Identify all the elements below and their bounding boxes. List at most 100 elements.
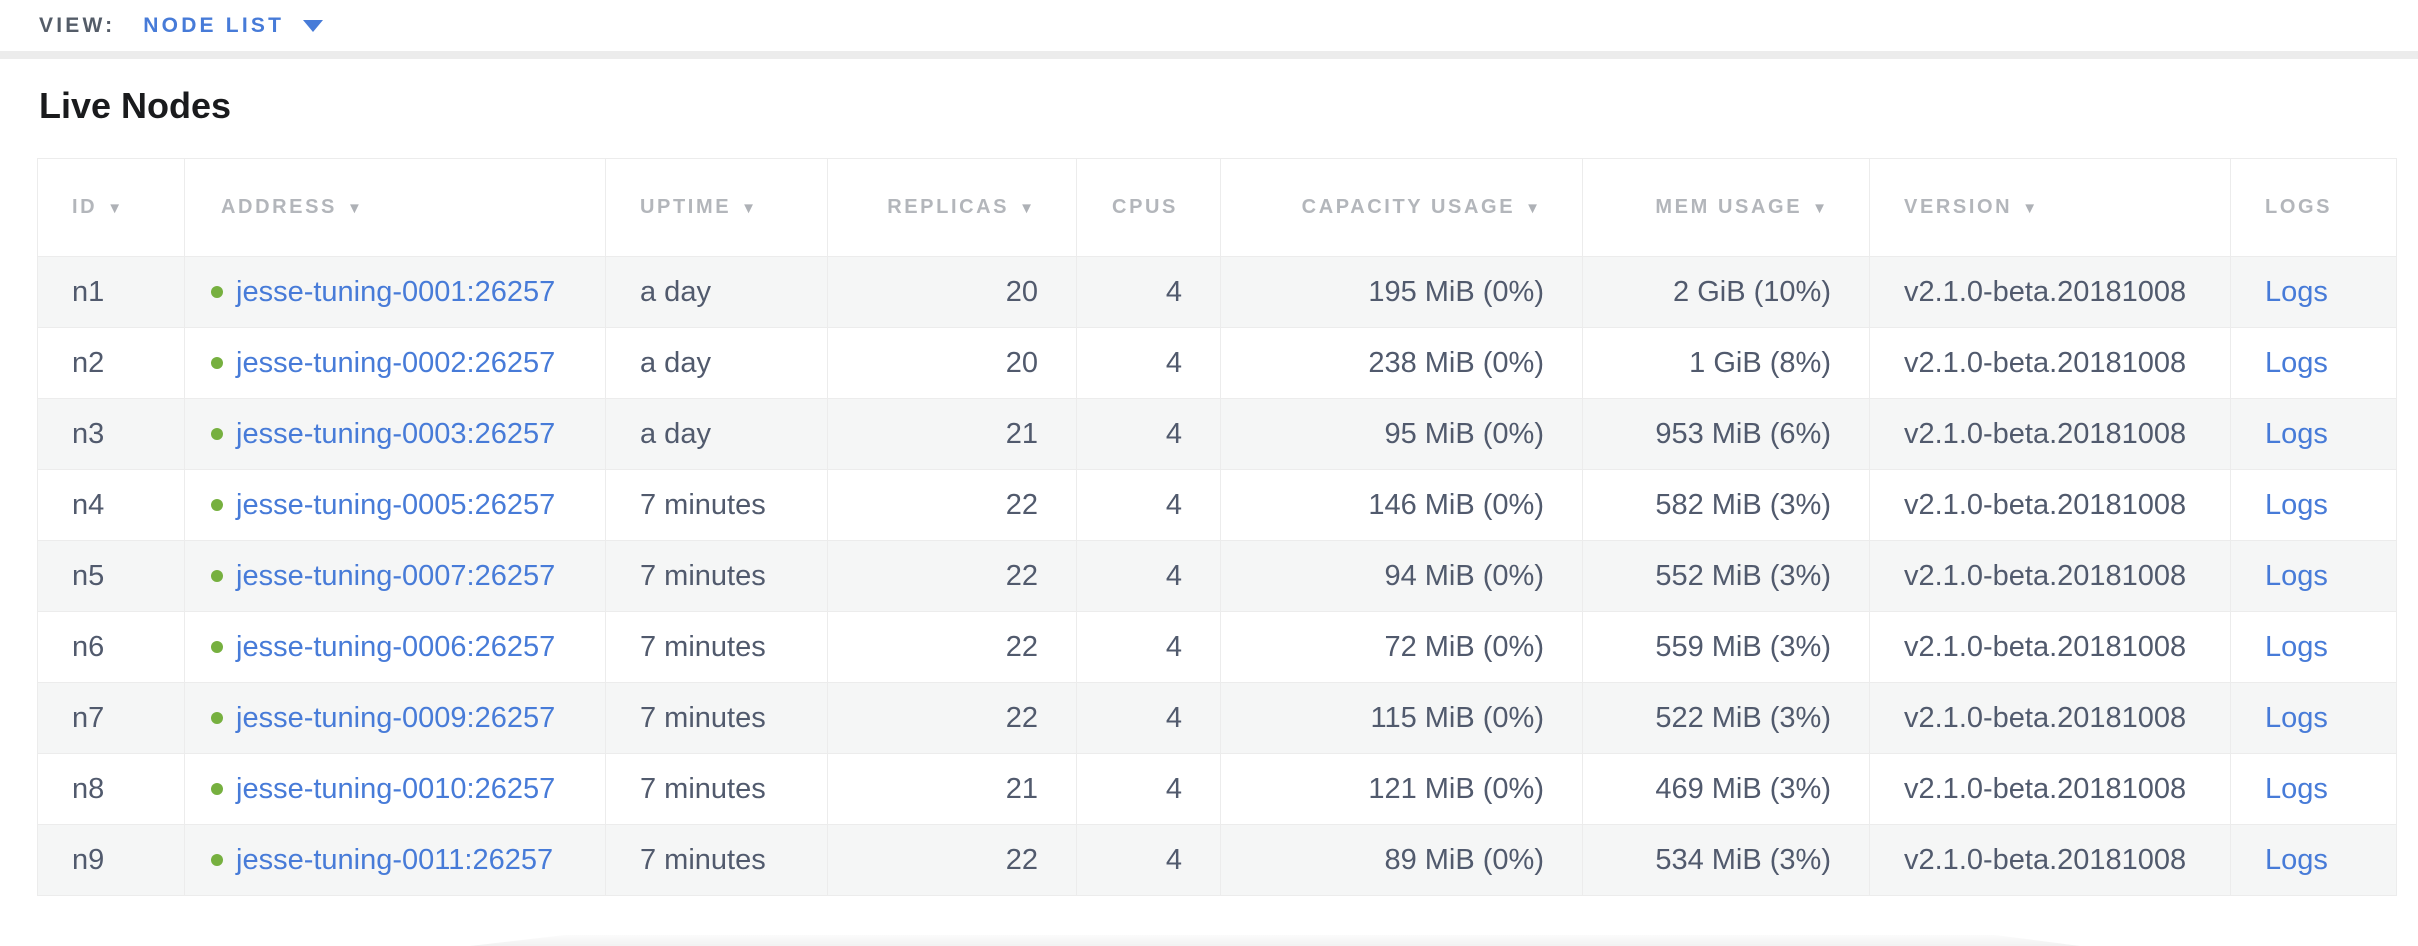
node-address-link[interactable]: jesse-tuning-0002:26257 <box>236 346 556 379</box>
capacity-usage-cell: 95 MiB (0%) <box>1220 398 1583 470</box>
sort-desc-icon: ▼ <box>741 200 757 217</box>
view-bar: VIEW: NODE LIST <box>0 0 2418 59</box>
node-id-cell: n5 <box>37 540 185 612</box>
sort-desc-icon: ▼ <box>347 200 362 217</box>
version-cell: v2.1.0-beta.20181008 <box>1869 753 2231 825</box>
logs-cell: Logs <box>2230 398 2397 470</box>
node-row: n7 jesse-tuning-0009:26257 7 minutes 22 … <box>37 682 2397 754</box>
node-id-cell: n3 <box>37 398 185 470</box>
node-address-link[interactable]: jesse-tuning-0009:26257 <box>236 701 556 734</box>
live-status-dot-icon <box>211 854 223 866</box>
uptime-cell: 7 minutes <box>605 824 828 896</box>
view-selector-dropdown[interactable]: NODE LIST <box>143 13 324 38</box>
node-address-link[interactable]: jesse-tuning-0003:26257 <box>236 417 556 450</box>
cpus-cell: 4 <box>1076 611 1221 683</box>
column-header-replicas[interactable]: REPLICAS ▼ <box>827 158 1077 257</box>
version-cell: v2.1.0-beta.20181008 <box>1869 469 2231 541</box>
uptime-cell: 7 minutes <box>605 611 828 683</box>
mem-usage-cell: 552 MiB (3%) <box>1582 540 1870 612</box>
replicas-cell: 21 <box>827 398 1077 470</box>
cpus-cell: 4 <box>1076 682 1221 754</box>
capacity-usage-cell: 146 MiB (0%) <box>1220 469 1583 541</box>
logs-cell: Logs <box>2230 753 2397 825</box>
logs-link[interactable]: Logs <box>2265 630 2328 663</box>
node-address-link[interactable]: jesse-tuning-0010:26257 <box>236 772 556 805</box>
cpus-cell: 4 <box>1076 753 1221 825</box>
logs-link[interactable]: Logs <box>2265 417 2328 450</box>
cpus-cell: 4 <box>1076 327 1221 399</box>
column-header-address[interactable]: ADDRESS ▼ <box>184 158 606 257</box>
logs-link[interactable]: Logs <box>2265 772 2328 805</box>
node-id-cell: n7 <box>37 682 185 754</box>
column-header-logs: LOGS <box>2230 158 2397 257</box>
uptime-cell: a day <box>605 327 828 399</box>
mem-usage-cell: 534 MiB (3%) <box>1582 824 1870 896</box>
node-address-link[interactable]: jesse-tuning-0011:26257 <box>236 843 554 876</box>
node-row: n5 jesse-tuning-0007:26257 7 minutes 22 … <box>37 540 2397 612</box>
view-selected-value: NODE LIST <box>143 13 285 37</box>
column-header-capacity-usage[interactable]: CAPACITY USAGE ▼ <box>1220 158 1583 257</box>
mem-usage-cell: 559 MiB (3%) <box>1582 611 1870 683</box>
node-row: n1 jesse-tuning-0001:26257 a day 20 4 19… <box>37 256 2397 328</box>
sort-desc-icon: ▼ <box>1019 200 1034 217</box>
logs-link[interactable]: Logs <box>2265 559 2328 592</box>
node-address-link[interactable]: jesse-tuning-0006:26257 <box>236 630 556 663</box>
node-row: n4 jesse-tuning-0005:26257 7 minutes 22 … <box>37 469 2397 541</box>
node-address-cell: jesse-tuning-0005:26257 <box>184 469 606 541</box>
node-address-cell: jesse-tuning-0001:26257 <box>184 256 606 328</box>
node-address-cell: jesse-tuning-0010:26257 <box>184 753 606 825</box>
mem-usage-cell: 1 GiB (8%) <box>1582 327 1870 399</box>
logs-link[interactable]: Logs <box>2265 275 2328 308</box>
replicas-cell: 22 <box>827 824 1077 896</box>
node-address-cell: jesse-tuning-0007:26257 <box>184 540 606 612</box>
live-status-dot-icon <box>211 428 223 440</box>
node-id-cell: n2 <box>37 327 185 399</box>
logs-link[interactable]: Logs <box>2265 346 2328 379</box>
node-address-link[interactable]: jesse-tuning-0001:26257 <box>236 275 556 308</box>
node-id-cell: n9 <box>37 824 185 896</box>
logs-link[interactable]: Logs <box>2265 843 2328 876</box>
live-status-dot-icon <box>211 783 223 795</box>
cpus-cell: 4 <box>1076 540 1221 612</box>
replicas-cell: 22 <box>827 682 1077 754</box>
logs-cell: Logs <box>2230 540 2397 612</box>
table-header-row: ID ▼ ADDRESS ▼ UPTIME ▼ REPLICAS ▼ CPUS CAPA… <box>37 158 2397 257</box>
live-status-dot-icon <box>211 499 223 511</box>
replicas-cell: 20 <box>827 256 1077 328</box>
mem-usage-cell: 953 MiB (6%) <box>1582 398 1870 470</box>
version-cell: v2.1.0-beta.20181008 <box>1869 256 2231 328</box>
mem-usage-cell: 469 MiB (3%) <box>1582 753 1870 825</box>
column-header-id[interactable]: ID ▼ <box>37 158 185 257</box>
node-row: n3 jesse-tuning-0003:26257 a day 21 4 95… <box>37 398 2397 470</box>
node-address-link[interactable]: jesse-tuning-0007:26257 <box>236 559 556 592</box>
version-cell: v2.1.0-beta.20181008 <box>1869 682 2231 754</box>
logs-cell: Logs <box>2230 611 2397 683</box>
node-address-link[interactable]: jesse-tuning-0005:26257 <box>236 488 556 521</box>
logs-link[interactable]: Logs <box>2265 488 2328 521</box>
logs-link[interactable]: Logs <box>2265 701 2328 734</box>
node-address-cell: jesse-tuning-0002:26257 <box>184 327 606 399</box>
version-cell: v2.1.0-beta.20181008 <box>1869 611 2231 683</box>
uptime-cell: 7 minutes <box>605 540 828 612</box>
live-status-dot-icon <box>211 286 223 298</box>
column-header-version[interactable]: VERSION ▼ <box>1869 158 2231 257</box>
node-row: n9 jesse-tuning-0011:26257 7 minutes 22 … <box>37 824 2397 896</box>
uptime-cell: a day <box>605 256 828 328</box>
cpus-cell: 4 <box>1076 469 1221 541</box>
replicas-cell: 22 <box>827 540 1077 612</box>
view-bar-label: VIEW: <box>39 13 116 37</box>
column-header-uptime[interactable]: UPTIME ▼ <box>605 158 828 257</box>
node-id-cell: n6 <box>37 611 185 683</box>
node-id-cell: n8 <box>37 753 185 825</box>
live-nodes-table: ID ▼ ADDRESS ▼ UPTIME ▼ REPLICAS ▼ CPUS CAPA… <box>37 158 2397 896</box>
version-cell: v2.1.0-beta.20181008 <box>1869 398 2231 470</box>
sort-desc-icon: ▼ <box>1525 200 1540 217</box>
node-row: n2 jesse-tuning-0002:26257 a day 20 4 23… <box>37 327 2397 399</box>
column-header-mem-usage[interactable]: MEM USAGE ▼ <box>1582 158 1870 257</box>
node-id-cell: n1 <box>37 256 185 328</box>
cpus-cell: 4 <box>1076 398 1221 470</box>
capacity-usage-cell: 89 MiB (0%) <box>1220 824 1583 896</box>
sort-desc-icon: ▼ <box>1812 200 1827 217</box>
uptime-cell: 7 minutes <box>605 469 828 541</box>
uptime-cell: 7 minutes <box>605 753 828 825</box>
